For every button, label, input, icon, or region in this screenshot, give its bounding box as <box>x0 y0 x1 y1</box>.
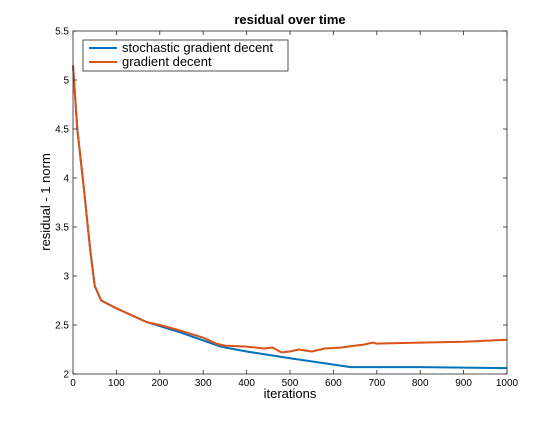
x-axis-ticks: 0 100 200 300 400 500 600 700 800 900 1000 <box>70 31 519 389</box>
chart-title: residual over time <box>234 12 345 27</box>
y-tick-label: 5.5 <box>55 27 69 38</box>
legend-label-stochastic: stochastic gradient decent <box>122 40 273 55</box>
y-tick-label: 2 <box>63 370 69 381</box>
x-tick-label: 500 <box>282 378 299 389</box>
legend: stochastic gradient decent gradient dece… <box>82 39 289 72</box>
series-line-1 <box>72 65 508 354</box>
y-tick-label: 2.5 <box>55 321 69 332</box>
x-tick-label: 700 <box>368 378 385 389</box>
y-tick-label: 3 <box>63 272 69 283</box>
y-tick-label: 3.5 <box>55 223 69 234</box>
x-axis-label: iterations <box>264 386 317 401</box>
x-tick-label: 100 <box>108 378 125 389</box>
x-tick-label: 600 <box>325 378 342 389</box>
plot-background <box>73 31 507 374</box>
x-tick-label: 900 <box>455 378 472 389</box>
legend-box <box>82 39 289 72</box>
x-tick-label: 200 <box>151 378 168 389</box>
x-tick-label: 400 <box>238 378 255 389</box>
y-axis-ticks: 2 2.5 3 3.5 4 4.5 5 5.5 <box>55 27 507 381</box>
x-tick-label: 300 <box>195 378 212 389</box>
x-tick-label: 1000 <box>496 378 519 389</box>
legend-label-gradient: gradient decent <box>122 54 212 69</box>
y-tick-label: 4.5 <box>55 125 69 136</box>
x-tick-label: 0 <box>70 378 76 389</box>
series-layer <box>72 65 508 370</box>
y-tick-label: 4 <box>63 174 69 185</box>
y-axis-label: residual - 1 norm <box>38 153 53 251</box>
x-tick-label: 800 <box>412 378 429 389</box>
y-tick-label: 5 <box>63 76 69 87</box>
